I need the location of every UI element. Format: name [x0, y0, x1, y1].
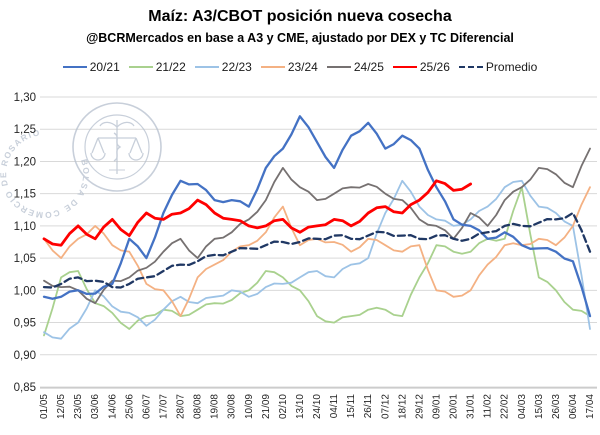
chart-subtitle: @BCRMercados en base a A3 y CME, ajustad…: [86, 31, 514, 45]
y-tick-label: 1,25: [14, 124, 36, 136]
x-tick-label: 20/01: [449, 394, 460, 419]
legend-swatch-25/26: [392, 66, 417, 68]
x-tick-label: 13/10: [295, 394, 306, 419]
legend-label-Promedio: Promedio: [485, 60, 538, 74]
legend-swatch-21/22: [128, 66, 153, 68]
legend-swatch-24/25: [326, 66, 351, 68]
caduceus-scales-icon: [90, 120, 144, 174]
y-axis-labels: 0,85 0,90 0,95 1,00 1,05 1,10 1,15 1,20 1,25 1,30: [14, 92, 36, 394]
x-tick-label: 07/12: [380, 394, 391, 419]
x-tick-label: 04/03: [517, 394, 528, 419]
y-tick-label: 0,95: [14, 318, 36, 330]
x-tick-label: 19/08: [210, 394, 221, 419]
legend-label-21/22: 21/22: [155, 60, 186, 74]
series-line-25/26: [42, 179, 472, 247]
x-tick-label: 01/05: [39, 394, 50, 419]
y-tick-label: 1,15: [14, 189, 36, 201]
legend-item-21/22: 21/22: [128, 60, 186, 74]
x-tick-label: 28/07: [176, 394, 187, 419]
y-tick-label: 1,20: [14, 156, 36, 168]
x-tick-label: 25/06: [124, 394, 135, 419]
y-tick-label: 0,85: [14, 382, 36, 394]
x-tick-label: 29/12: [414, 394, 425, 419]
series-line-21/22: [43, 186, 591, 337]
y-tick-label: 1,10: [14, 221, 36, 233]
x-tick-label: 21/09: [261, 394, 272, 419]
x-tick-label: 15/03: [534, 394, 545, 419]
x-tick-label: 06/07: [141, 394, 152, 419]
legend-swatch-Promedio: [458, 66, 483, 68]
y-tick-label: 1,30: [14, 92, 36, 104]
series-line-22/23: [43, 179, 591, 340]
x-tick-label: 18/12: [397, 394, 408, 419]
x-axis-labels: 01/05 12/05 23/05 03/06 14/06 25/06 06/07 17/07…: [39, 394, 596, 419]
chart-title: Maíz: A3/CBOT posición nueva cosecha: [148, 8, 452, 25]
x-tick-label: 10/09: [244, 394, 255, 419]
x-tick-label: 06/04: [568, 394, 579, 419]
x-tick-label: 17/04: [585, 394, 596, 419]
legend-item-24/25: 24/25: [326, 60, 384, 74]
x-tick-label: 12/05: [56, 394, 67, 419]
legend-label-24/25: 24/25: [353, 60, 384, 74]
legend-label-23/24: 23/24: [287, 60, 318, 74]
x-tick-label: 30/08: [227, 394, 238, 419]
y-tick-label: 1,00: [14, 285, 36, 297]
y-tick-label: 1,05: [14, 253, 36, 265]
legend-item-25/26: 25/26: [392, 60, 450, 74]
legend-swatch-23/24: [260, 66, 285, 68]
x-tick-label: 09/01: [431, 394, 442, 419]
x-tick-label: 11/02: [483, 394, 494, 419]
x-tick-label: 24/10: [312, 394, 323, 419]
x-tick-label: 03/06: [90, 394, 101, 419]
legend: 20/21 21/22 22/23 23/24 24/25 25/26 Promedio: [0, 60, 600, 74]
x-tick-label: 02/10: [278, 394, 289, 419]
legend-item-23/24: 23/24: [260, 60, 318, 74]
y-tick-label: 0,90: [14, 350, 36, 362]
legend-label-25/26: 25/26: [419, 60, 450, 74]
x-tick-label: 26/03: [551, 394, 562, 419]
x-tick-label: 08/08: [193, 394, 204, 419]
series-line-20/21: [42, 115, 592, 318]
x-tick-label: 26/11: [363, 394, 374, 419]
legend-item-20/21: 20/21: [62, 60, 120, 74]
legend-swatch-20/21: [62, 66, 87, 68]
x-tick-label: 17/07: [158, 394, 169, 419]
x-tick-label: 04/11: [329, 394, 340, 419]
legend-label-22/23: 22/23: [221, 60, 252, 74]
watermark-text: BOLSA DE COMERCIO DE ROSARIO: [0, 127, 91, 220]
legend-item-Promedio: Promedio: [458, 60, 538, 74]
legend-item-22/23: 22/23: [194, 60, 252, 74]
legend-swatch-22/23: [194, 66, 219, 68]
series-lines: [42, 115, 592, 340]
legend-label-20/21: 20/21: [89, 60, 120, 74]
series-line-24/25: [43, 147, 591, 305]
x-tick-label: 22/02: [500, 394, 511, 419]
x-tick-label: 15/11: [346, 394, 357, 419]
x-tick-label: 14/06: [107, 394, 118, 419]
x-tick-label: 23/05: [73, 394, 84, 419]
x-tick-label: 31/01: [466, 394, 477, 419]
series-line-Promedio: [42, 211, 592, 289]
